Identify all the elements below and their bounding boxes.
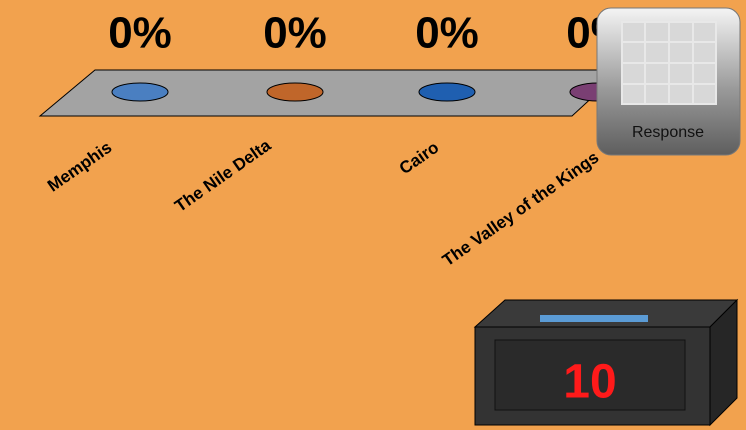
value-label: 0% [108, 9, 172, 58]
value-label: 0% [415, 9, 479, 58]
value-label: 0% [263, 9, 327, 58]
bar [418, 82, 476, 102]
chart-floor [38, 69, 624, 117]
countdown-timer: 10 [473, 298, 739, 427]
bar [266, 82, 324, 102]
grid-icon [621, 21, 717, 105]
response-button[interactable]: Response [596, 7, 741, 156]
bar [111, 82, 169, 102]
countdown-value: 10 [563, 356, 616, 409]
button-label[interactable]: Response [632, 124, 704, 141]
